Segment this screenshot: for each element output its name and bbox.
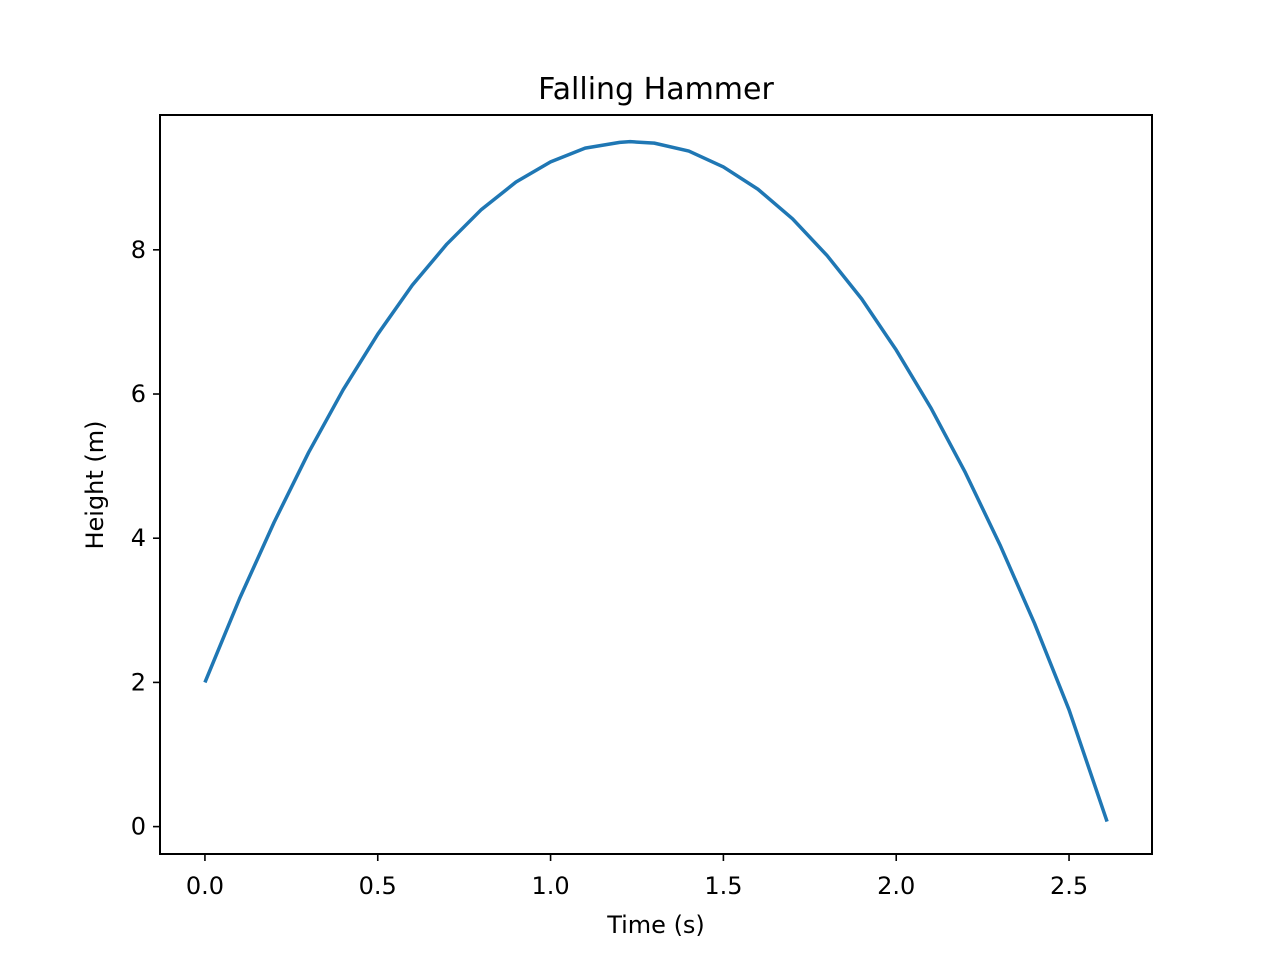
- chart-title: Falling Hammer: [538, 72, 774, 107]
- axes-frame: [159, 114, 1153, 855]
- plot-area: [159, 114, 1153, 855]
- y-axis-label: Height (m): [81, 420, 109, 549]
- x-tick-label: 2.5: [1050, 872, 1088, 900]
- series-layer: [203, 139, 1109, 823]
- y-tick-label: 0: [131, 813, 146, 841]
- x-axis: 0.0 0.5 1.0 1.5 2.0 2.5: [186, 854, 1088, 900]
- y-tick-label: 8: [131, 236, 146, 264]
- y-tick-label: 2: [131, 668, 146, 696]
- y-tick-label: 6: [131, 380, 146, 408]
- y-tick-label: 4: [131, 524, 146, 552]
- x-tick-label: 1.5: [704, 872, 742, 900]
- x-tick-label: 1.0: [531, 872, 569, 900]
- series-line-0: [203, 139, 1109, 823]
- x-tick-label: 2.0: [877, 872, 915, 900]
- y-axis: 0 2 4 6 8: [131, 236, 160, 841]
- x-tick-label: 0.0: [186, 872, 224, 900]
- x-tick-label: 0.5: [359, 872, 397, 900]
- x-axis-label: Time (s): [606, 911, 705, 939]
